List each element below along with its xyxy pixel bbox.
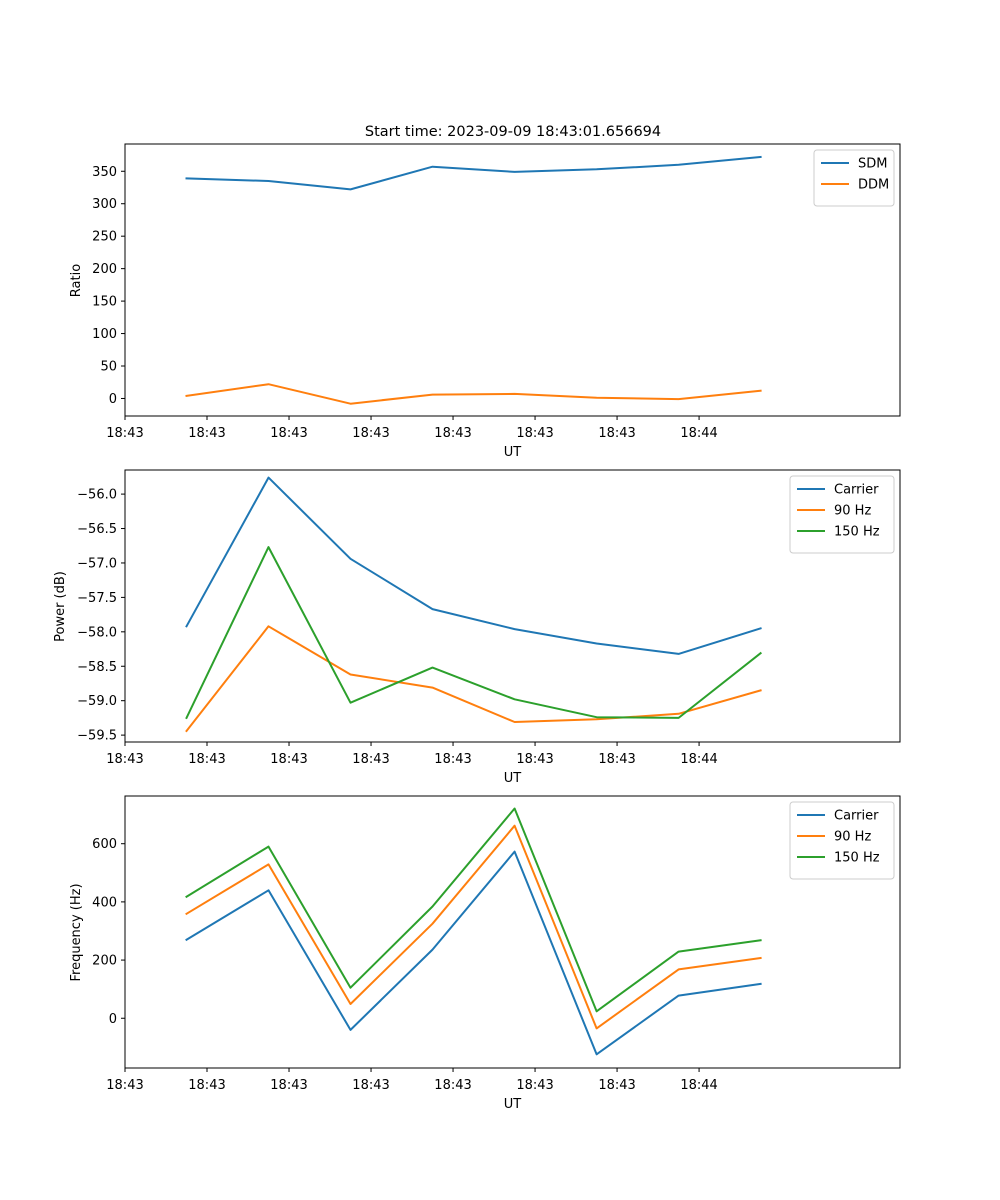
ratio-x-tick-label: 18:43: [516, 426, 553, 441]
ratio-y-tick-label: 50: [100, 360, 117, 375]
ratio-x-tick-label: 18:43: [270, 426, 307, 441]
ratio-series-ddm: [185, 383, 762, 405]
power-x-tick-label: 18:43: [434, 752, 471, 767]
ratio-x-axis-label: UT: [504, 445, 522, 460]
power-plot-area: −59.5 −59.0 −58.5 −58.0 −57.5 −57.0 −56.5 −56.0…: [77, 469, 901, 767]
ratio-legend-label: DDM: [858, 178, 889, 193]
power-y-tick-label: −57.5: [77, 591, 117, 606]
power-legend: Carrier 90 Hz 150 Hz: [789, 475, 895, 554]
power-y-tick-label: −58.0: [77, 625, 117, 640]
power-y-tick-label: −58.5: [77, 660, 117, 675]
frequency-x-tick-label: 18:43: [598, 1078, 635, 1093]
power-x-tick-label: 18:43: [516, 752, 553, 767]
ratio-x-tick-label: 18:43: [188, 426, 225, 441]
ratio-legend: SDM DDM: [813, 149, 895, 207]
power-x-axis-label: UT: [504, 771, 522, 786]
frequency-x-tick-label: 18:43: [434, 1078, 471, 1093]
power-y-tick-label: −59.5: [77, 729, 117, 744]
power-x-tick-label: 18:43: [106, 752, 143, 767]
frequency-x-tick-label: 18:43: [516, 1078, 553, 1093]
frequency-x-tick-label: 18:44: [680, 1078, 717, 1093]
frequency-x-tick-label: 18:43: [352, 1078, 389, 1093]
ratio-y-tick-label: 350: [92, 165, 117, 180]
power-y-tick-label: −56.0: [77, 488, 117, 503]
frequency-legend: Carrier 90 Hz 150 Hz: [789, 801, 895, 880]
ratio-x-tick-label: 18:43: [598, 426, 635, 441]
chart-panel-ratio: Start time: 2023-09-09 18:43:01.656694 0…: [69, 124, 901, 460]
frequency-legend-label: 90 Hz: [834, 830, 871, 845]
frequency-x-axis-label: UT: [504, 1097, 522, 1112]
chart-title: Start time: 2023-09-09 18:43:01.656694: [365, 124, 661, 140]
power-y-tick-label: −57.0: [77, 556, 117, 571]
power-y-tick-label: −59.0: [77, 694, 117, 709]
ratio-axes-frame: [124, 143, 901, 417]
ratio-x-tick-label: 18:44: [680, 426, 717, 441]
frequency-legend-label: 150 Hz: [834, 851, 880, 866]
frequency-x-tick-label: 18:43: [188, 1078, 225, 1093]
frequency-series-90-hz: [185, 824, 762, 1030]
frequency-y-axis-label: Frequency (Hz): [69, 883, 84, 981]
ratio-x-tick-label: 18:43: [106, 426, 143, 441]
ratio-x-tick-label: 18:43: [434, 426, 471, 441]
power-x-tick-label: 18:43: [352, 752, 389, 767]
power-legend-label: 90 Hz: [834, 504, 871, 519]
power-y-axis-label: Power (dB): [53, 571, 68, 642]
frequency-y-tick-label: 600: [92, 837, 117, 852]
ratio-y-tick-label: 300: [92, 197, 117, 212]
ratio-y-tick-label: 150: [92, 295, 117, 310]
frequency-legend-box: [789, 801, 895, 880]
power-legend-label: Carrier: [834, 483, 879, 498]
power-x-tick-label: 18:44: [680, 752, 717, 767]
ratio-y-axis-label: Ratio: [69, 264, 84, 297]
power-series-150-hz: [185, 546, 763, 720]
power-x-tick-label: 18:43: [188, 752, 225, 767]
power-legend-label: 150 Hz: [834, 525, 880, 540]
frequency-legend-label: Carrier: [834, 809, 879, 824]
frequency-x-tick-label: 18:43: [106, 1078, 143, 1093]
frequency-y-tick-label: 200: [92, 954, 117, 969]
frequency-x-tick-label: 18:43: [270, 1078, 307, 1093]
ratio-y-tick-label: 250: [92, 230, 117, 245]
power-axes-frame: [124, 469, 901, 743]
chart-panel-power: −59.5 −59.0 −58.5 −58.0 −57.5 −57.0 −56.5 −56.0…: [53, 469, 901, 786]
power-x-tick-label: 18:43: [598, 752, 635, 767]
ratio-x-tick-label: 18:43: [352, 426, 389, 441]
ratio-y-tick-label: 0: [109, 392, 117, 407]
frequency-y-tick-label: 400: [92, 895, 117, 910]
frequency-series-carrier: [185, 850, 762, 1056]
power-y-tick-label: −56.5: [77, 522, 117, 537]
frequency-series-150-hz: [185, 807, 762, 1013]
power-legend-box: [789, 475, 895, 554]
ratio-y-tick-label: 100: [92, 327, 117, 342]
ratio-plot-area: 0 50 100 150 200 250 300 350 18:43 18:43 18:43 18:4…: [92, 143, 901, 441]
frequency-y-tick-label: 0: [109, 1012, 117, 1027]
ratio-legend-label: SDM: [858, 157, 887, 172]
frequency-axes-frame: [124, 795, 901, 1069]
frequency-plot-area: 0 200 400 600 18:43 18:43 18:43 18:43 18:43 18:43…: [92, 795, 901, 1093]
chart-panel-frequency: 0 200 400 600 18:43 18:43 18:43 18:43 18:43 18:43…: [69, 795, 901, 1112]
ratio-y-tick-label: 200: [92, 262, 117, 277]
ratio-series-sdm: [185, 155, 762, 191]
power-x-tick-label: 18:43: [270, 752, 307, 767]
power-series-90-hz: [185, 625, 762, 733]
power-series-carrier: [185, 476, 762, 655]
